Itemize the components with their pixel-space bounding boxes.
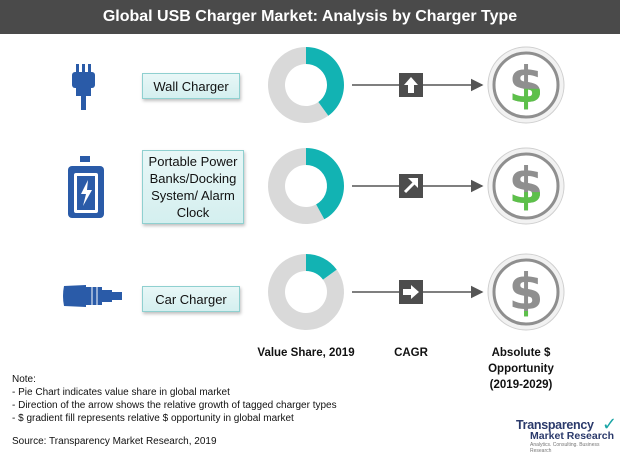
car-charger-icon xyxy=(63,285,122,307)
label-car-charger-text: Car Charger xyxy=(155,291,227,307)
donut-remainder-slice xyxy=(268,148,325,224)
label-wall-charger-text: Wall Charger xyxy=(153,78,229,94)
dollar-icon: $ xyxy=(509,56,544,114)
column-label-cagr: CAGR xyxy=(394,347,428,359)
dollar-icon: $ xyxy=(509,157,544,215)
page-title: Global USB Charger Market: Analysis by C… xyxy=(0,0,620,34)
dollar-icon: $ xyxy=(509,263,544,321)
label-car-charger: Car Charger xyxy=(142,286,240,312)
column-label-value-share: Value Share, 2019 xyxy=(257,347,355,359)
source-text: Source: Transparency Market Research, 20… xyxy=(12,436,217,447)
company-logo: ✓ Transparency Market Research Analytics… xyxy=(516,414,617,454)
opportunity-line2: (2019-2029) xyxy=(489,379,553,391)
logo-check-icon: ✓ xyxy=(602,414,618,434)
donut-remainder-slice xyxy=(268,254,345,330)
logo-tagline: Analytics. Consulting. Business Research xyxy=(530,442,600,454)
logo-line1: Transparency xyxy=(516,418,594,432)
donut-share-slice xyxy=(306,254,337,280)
arrow-up-right-icon xyxy=(403,178,418,194)
coin-inner-ring xyxy=(492,152,560,220)
note-item: $ gradient fill represents relative $ op… xyxy=(12,412,337,425)
opportunity-line1: Absolute $ Opportunity xyxy=(488,347,554,375)
donut-share-slice xyxy=(306,148,344,220)
coin-inner-ring xyxy=(492,258,560,326)
title-text: Global USB Charger Market: Analysis by C… xyxy=(102,8,518,25)
arrow-up-icon xyxy=(404,77,418,93)
dollar-fill-icon: $ xyxy=(509,263,544,321)
notes-heading: Note: xyxy=(12,374,36,385)
donut-remainder-slice xyxy=(267,47,329,124)
logo-line2: Market Research xyxy=(530,430,615,442)
note-item: Pie Chart indicates value share in globa… xyxy=(12,386,337,399)
coin-inner-ring xyxy=(492,51,560,119)
arrow-right-icon xyxy=(403,285,419,299)
wall-plug-icon xyxy=(72,64,95,110)
dollar-fill-icon: $ xyxy=(509,157,544,215)
column-label-opportunity: Absolute $ Opportunity (2019-2029) xyxy=(458,345,584,393)
power-bank-icon xyxy=(68,156,104,218)
dollar-fill-icon: $ xyxy=(509,56,544,114)
label-portable-power-banks-text: Portable Power Banks/Docking System/ Ala… xyxy=(148,154,238,220)
label-portable-power-banks: Portable Power Banks/Docking System/ Ala… xyxy=(142,150,244,224)
notes: Note: Pie Chart indicates value share in… xyxy=(12,373,337,425)
donut-share-slice xyxy=(306,47,344,116)
label-wall-charger: Wall Charger xyxy=(142,73,240,99)
note-item: Direction of the arrow shows the relativ… xyxy=(12,399,337,412)
